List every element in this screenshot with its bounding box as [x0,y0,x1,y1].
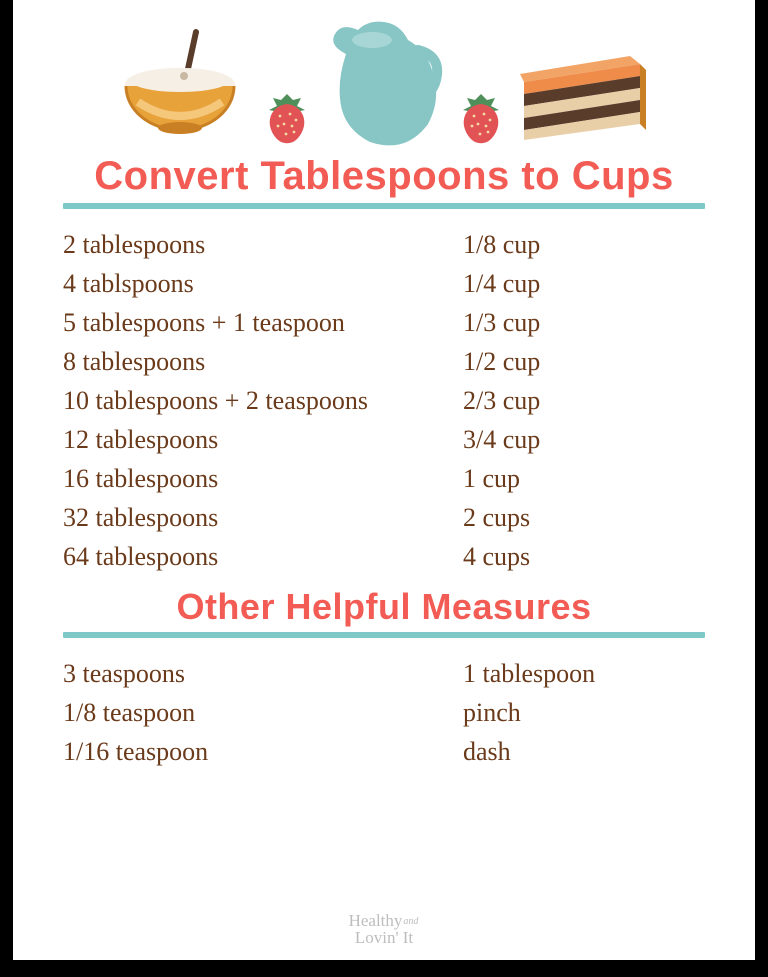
section1-table: 2 tablespoons1/8 cup4 tablspoons1/4 cup5… [63,225,705,576]
table-row: 64 tablespoons4 cups [63,537,705,576]
row-left: 10 tablespoons + 2 teaspoons [63,381,463,420]
section2-rule [63,632,705,638]
row-right: 2 cups [463,498,705,537]
row-left: 16 tablespoons [63,459,463,498]
row-left: 12 tablespoons [63,420,463,459]
table-row: 2 tablespoons1/8 cup [63,225,705,264]
row-right: 4 cups [463,537,705,576]
row-left: 5 tablespoons + 1 teaspoon [63,303,463,342]
row-right: 1 cup [463,459,705,498]
table-row: 5 tablespoons + 1 teaspoon1/3 cup [63,303,705,342]
row-left: 1/8 teaspoon [63,693,463,732]
row-right: 2/3 cup [463,381,705,420]
table-row: 32 tablespoons2 cups [63,498,705,537]
row-left: 3 teaspoons [63,654,463,693]
table-row: 12 tablespoons3/4 cup [63,420,705,459]
section1-title: Convert Tablespoons to Cups [63,154,705,199]
section1-rule [63,203,705,209]
row-right: 1 tablespoon [463,654,705,693]
table-row: 1/8 teaspoonpinch [63,693,705,732]
row-left: 1/16 teaspoon [63,732,463,771]
table-row: 4 tablspoons1/4 cup [63,264,705,303]
row-right: 1/4 cup [463,264,705,303]
table-row: 10 tablespoons + 2 teaspoons2/3 cup [63,381,705,420]
row-left: 8 tablespoons [63,342,463,381]
card: Convert Tablespoons to Cups 2 tablespoon… [13,0,755,960]
row-right: 1/3 cup [463,303,705,342]
table-row: 1/16 teaspoondash [63,732,705,771]
table-row: 8 tablespoons1/2 cup [63,342,705,381]
header-illustrations [63,28,705,148]
section2-title: Other Helpful Measures [63,586,705,628]
mixing-bowl-icon [120,28,250,148]
cake-slice-icon [518,48,648,148]
section2-table: 3 teaspoons1 tablespoon1/8 teaspoonpinch… [63,654,705,771]
footer-credit: Healthyand Lovin' It [13,912,755,946]
row-left: 4 tablspoons [63,264,463,303]
row-right: pinch [463,693,705,732]
table-row: 3 teaspoons1 tablespoon [63,654,705,693]
row-right: 3/4 cup [463,420,705,459]
footer-line2: Lovin' It [13,929,755,946]
strawberry-icon [262,90,312,148]
pitcher-icon [324,18,444,148]
row-left: 2 tablespoons [63,225,463,264]
footer-and: and [403,916,418,927]
row-right: dash [463,732,705,771]
strawberry-icon [456,90,506,148]
row-right: 1/2 cup [463,342,705,381]
row-left: 64 tablespoons [63,537,463,576]
row-right: 1/8 cup [463,225,705,264]
row-left: 32 tablespoons [63,498,463,537]
table-row: 16 tablespoons1 cup [63,459,705,498]
